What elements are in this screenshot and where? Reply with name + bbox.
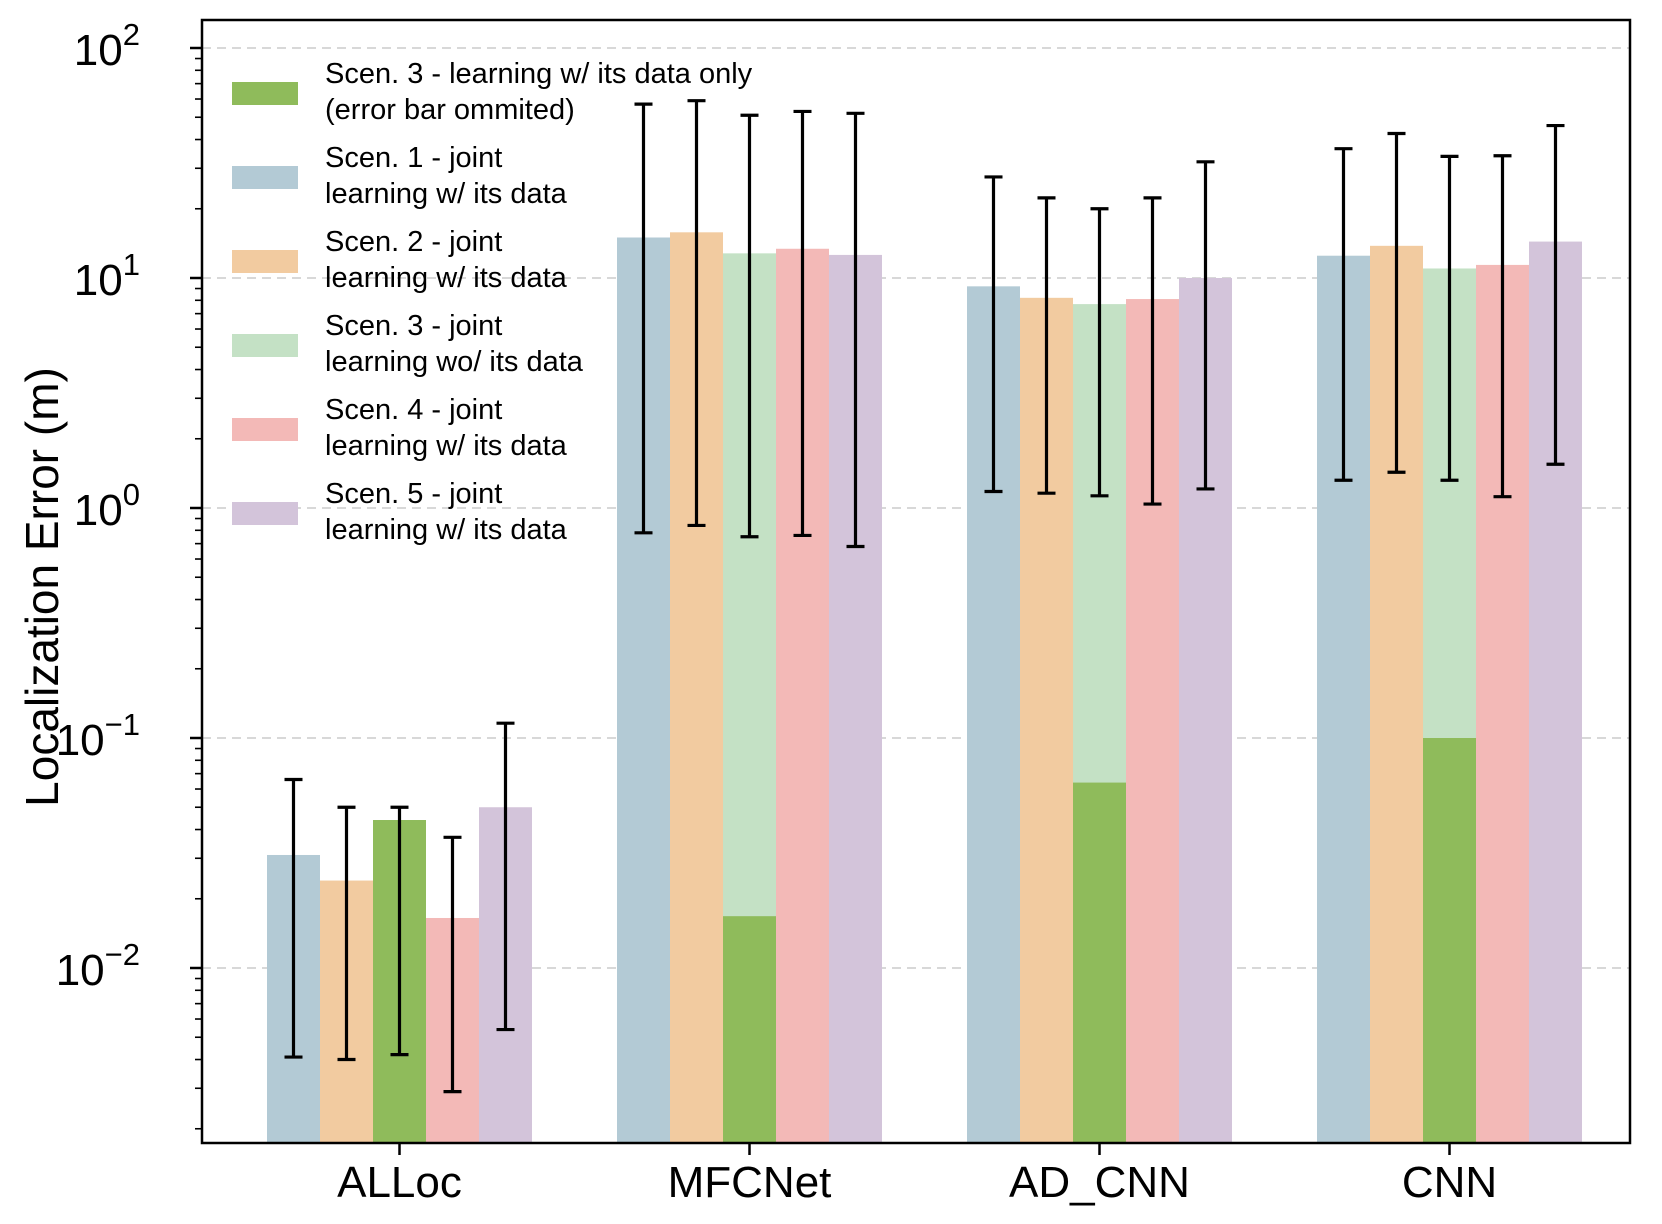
legend-entry-text: learning wo/ its data: [325, 346, 584, 378]
legend-swatch: [232, 82, 298, 105]
legend-entry-text: Scen. 3 - joint: [325, 310, 502, 342]
bars-layer: [267, 232, 1582, 1144]
y-tick-label: 10−2: [56, 937, 140, 995]
x-tick-label: ALLoc: [337, 1158, 462, 1207]
legend-entry-text: Scen. 2 - joint: [325, 226, 502, 258]
error-bars-layer: [284, 99, 1565, 1094]
legend: Scen. 3 - learning w/ its data only (erro…: [232, 58, 753, 546]
bar-overlay: [723, 916, 776, 1143]
legend-swatch: [232, 418, 298, 441]
legend-entry-text: Scen. 5 - joint: [325, 478, 502, 510]
y-tick-label: 101: [74, 247, 140, 305]
y-tick-label: 100: [74, 477, 140, 535]
legend-swatch: [232, 250, 298, 273]
plot-frame: [200, 18, 1632, 1145]
legend-entry-text: Scen. 3 - learning w/ its data only: [325, 58, 753, 90]
y-axis-label: Localization Error (m): [16, 367, 68, 807]
legend-entry-text: learning w/ its data: [325, 514, 568, 546]
x-tick-label: CNN: [1402, 1158, 1497, 1207]
x-tick-label: MFCNet: [668, 1158, 832, 1207]
bar-overlay: [1423, 738, 1476, 1143]
legend-entry-text: learning w/ its data: [325, 178, 568, 210]
legend-entry-text: Scen. 1 - joint: [325, 142, 502, 174]
legend-swatch: [232, 166, 298, 189]
x-tick-label: AD_CNN: [1009, 1158, 1190, 1207]
legend-entry-text: learning w/ its data: [325, 430, 568, 462]
y-tick-label: 10−1: [56, 707, 140, 765]
y-axis-ticks: 10−2 10−1 100 101 102: [56, 17, 202, 1130]
legend-swatch: [232, 502, 298, 525]
bar-overlay: [1073, 782, 1126, 1143]
legend-entry-text: learning w/ its data: [325, 262, 568, 294]
y-tick-label: 102: [74, 17, 140, 75]
legend-entry-text: (error bar ommited): [325, 94, 575, 126]
legend-swatch: [232, 334, 298, 357]
x-axis-categories: ALLoc MFCNet AD_CNN CNN: [337, 1143, 1497, 1207]
legend-entry-text: Scen. 4 - joint: [325, 394, 502, 426]
